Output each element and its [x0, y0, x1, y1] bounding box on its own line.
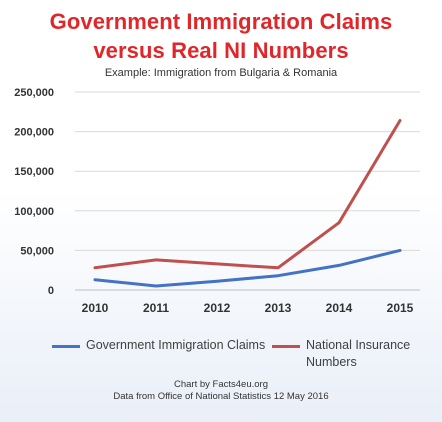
- data-point: [338, 221, 340, 223]
- chart-subtitle: Example: Immigration from Bulgaria & Rom…: [104, 67, 338, 79]
- data-point: [399, 119, 401, 121]
- y-tick-label: 250,000: [14, 87, 54, 99]
- data-point: [155, 259, 157, 261]
- data-point: [216, 263, 218, 265]
- data-point: [94, 279, 96, 281]
- chart-title-line2: versus Real NI Numbers: [93, 38, 349, 63]
- chart-credit: Chart by Facts4eu.org: [174, 379, 268, 390]
- gridlines: [75, 91, 420, 291]
- series-lines: [93, 119, 402, 288]
- legend-item-government-claims: Government Immigration Claims: [52, 337, 266, 354]
- x-tick-label: 2015: [387, 301, 414, 315]
- y-tick-label: 150,000: [14, 166, 54, 178]
- y-tick-label: 200,000: [14, 127, 54, 139]
- data-point: [216, 280, 218, 282]
- y-tick-label: 100,000: [14, 206, 54, 218]
- y-tick-label: 0: [48, 285, 54, 297]
- legend-item-national-insurance: National Insurance Numbers: [272, 337, 442, 371]
- legend-swatch-national-insurance: [272, 345, 300, 348]
- data-point: [399, 249, 401, 251]
- x-tick-label: 2014: [326, 301, 353, 315]
- chart-title-line1: Government Immigration Claims: [49, 9, 393, 34]
- legend-swatch-government-claims: [52, 345, 80, 348]
- y-axis-ticks: 0 50,000 100,000 150,000 200,000 250,000: [14, 87, 54, 297]
- x-tick-label: 2010: [82, 301, 109, 315]
- x-axis-ticks: 2010 2011 2012 2013 2014 2015: [82, 301, 414, 315]
- series-line-government-claims: [93, 248, 402, 288]
- y-tick-label: 50,000: [20, 245, 54, 257]
- data-point: [277, 275, 279, 277]
- legend-label-government-claims: Government Immigration Claims: [86, 338, 266, 352]
- series-line-national-insurance: [93, 119, 402, 270]
- data-point: [155, 285, 157, 287]
- x-tick-label: 2013: [265, 301, 292, 315]
- data-point: [338, 264, 340, 266]
- data-source-note: Data from Office of National Statistics …: [113, 391, 329, 402]
- x-tick-label: 2011: [143, 301, 169, 315]
- data-point: [277, 267, 279, 269]
- data-point: [94, 267, 96, 269]
- legend-label-national-insurance: National Insurance Numbers: [306, 338, 411, 369]
- x-tick-label: 2012: [204, 301, 231, 315]
